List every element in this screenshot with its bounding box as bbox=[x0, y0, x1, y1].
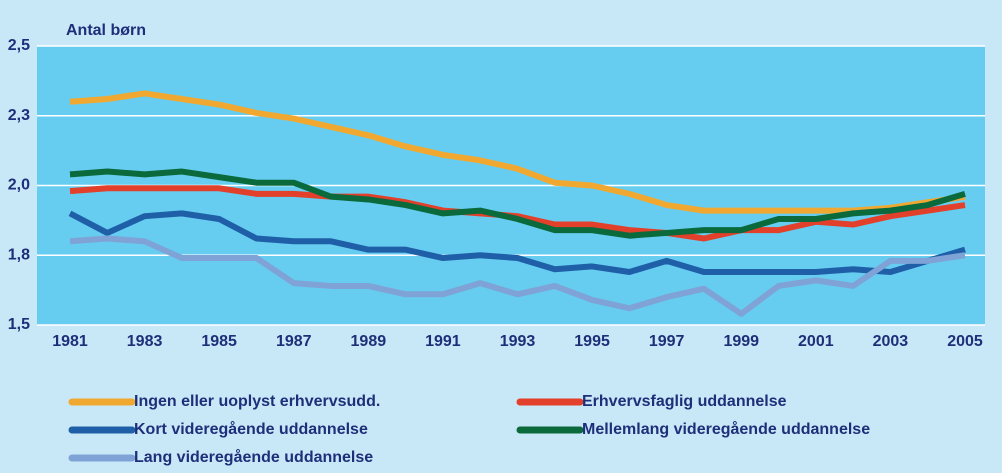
legend-label: Erhvervsfaglig uddannelse bbox=[582, 393, 787, 410]
x-tick-label: 1985 bbox=[201, 333, 237, 350]
x-tick-label: 2003 bbox=[873, 333, 909, 350]
x-tick-label: 1991 bbox=[425, 333, 461, 350]
x-tick-label: 1989 bbox=[351, 333, 387, 350]
x-tick-label: 1999 bbox=[723, 333, 759, 350]
y-axis-label: Antal børn bbox=[66, 22, 146, 39]
legend-label: Mellemlang videregående uddannelse bbox=[582, 420, 870, 438]
x-tick-label: 1987 bbox=[276, 333, 312, 350]
series-line bbox=[69, 168, 966, 239]
series-line bbox=[68, 210, 966, 275]
x-tick-label: 1981 bbox=[52, 333, 88, 350]
series-line bbox=[69, 235, 966, 317]
x-tick-label: 1993 bbox=[500, 333, 536, 350]
legend-label: Lang videregående uddannelse bbox=[134, 448, 373, 466]
y-tick-label: 2,0 bbox=[8, 177, 30, 194]
y-tick-label: 2,3 bbox=[8, 107, 30, 124]
series-line bbox=[69, 90, 966, 214]
y-tick-label: 1,5 bbox=[8, 316, 30, 333]
x-tick-label: 1983 bbox=[127, 333, 163, 350]
x-tick-label: 1995 bbox=[574, 333, 610, 350]
legend-label: Ingen eller uoplyst erhvervsudd. bbox=[134, 393, 380, 410]
x-tick-label: 2005 bbox=[947, 333, 983, 350]
y-tick-label: 1,8 bbox=[8, 246, 30, 263]
x-tick-label: 2001 bbox=[798, 333, 834, 350]
legend-label: Kort videregående uddannelse bbox=[134, 420, 368, 438]
y-tick-label: 2,5 bbox=[8, 37, 30, 54]
x-tick-label: 1997 bbox=[649, 333, 685, 350]
